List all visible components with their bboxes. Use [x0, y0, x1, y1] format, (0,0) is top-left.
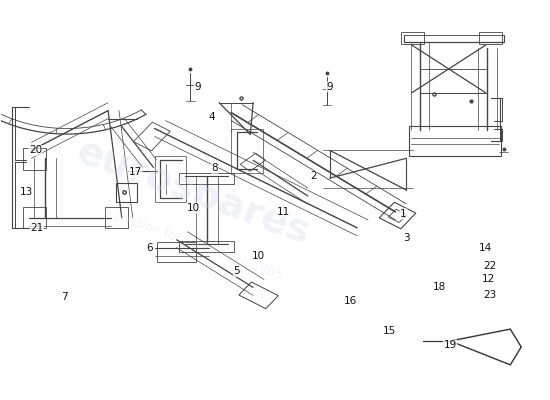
Text: 6: 6 — [146, 243, 152, 253]
Text: 9: 9 — [326, 82, 333, 92]
Text: 18: 18 — [432, 282, 446, 292]
Text: a passion for parts since 1985: a passion for parts since 1985 — [102, 205, 284, 282]
Text: 1: 1 — [400, 209, 407, 219]
Text: 13: 13 — [19, 187, 32, 197]
Text: 23: 23 — [483, 290, 497, 300]
Text: eurospares: eurospares — [71, 132, 315, 252]
Text: 10: 10 — [186, 203, 200, 213]
Text: 19: 19 — [443, 340, 456, 350]
Text: 5: 5 — [233, 266, 240, 276]
Text: 3: 3 — [403, 233, 410, 243]
Text: 22: 22 — [483, 260, 497, 270]
Text: 8: 8 — [212, 163, 218, 173]
Text: 16: 16 — [344, 296, 357, 306]
Text: 4: 4 — [209, 112, 216, 122]
Text: 11: 11 — [277, 207, 290, 217]
Text: 2: 2 — [310, 171, 317, 181]
Text: 10: 10 — [252, 251, 265, 261]
Text: 12: 12 — [482, 274, 495, 284]
Text: 9: 9 — [194, 82, 201, 92]
Text: 15: 15 — [383, 326, 397, 336]
Text: 20: 20 — [29, 145, 42, 155]
Text: 7: 7 — [61, 292, 68, 302]
Text: 14: 14 — [479, 243, 492, 253]
Text: 17: 17 — [129, 167, 142, 177]
Text: 21: 21 — [30, 223, 43, 233]
